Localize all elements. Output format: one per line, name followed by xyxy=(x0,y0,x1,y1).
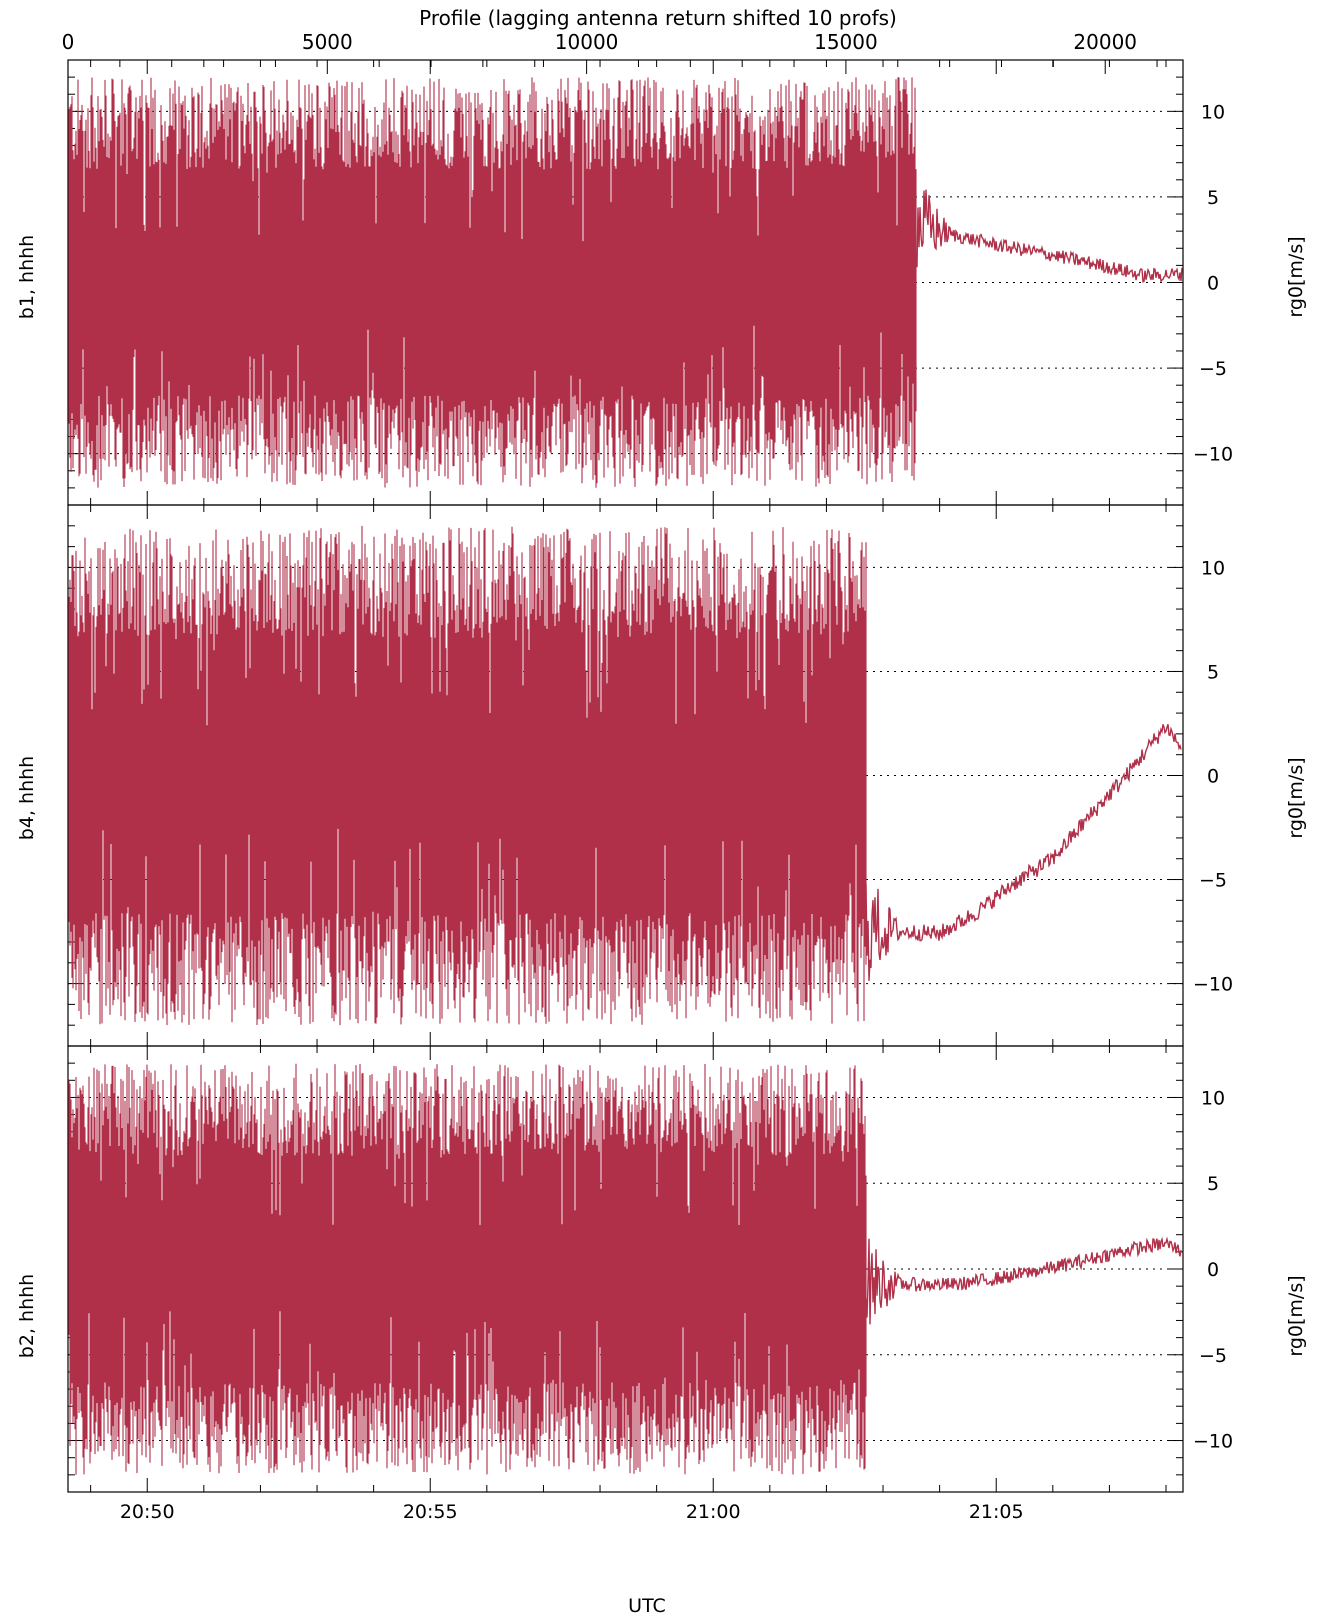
y-tick-label: 5 xyxy=(1207,187,1219,209)
panel-label-b1: b1, hhhh xyxy=(16,235,38,319)
series-trend xyxy=(916,189,1183,283)
series-noise xyxy=(68,77,917,488)
x-tick-label: 20:55 xyxy=(403,1501,458,1523)
top-axis-tick-label: 20000 xyxy=(1073,30,1137,54)
x-tick-label: 21:05 xyxy=(969,1501,1024,1523)
y-tick-label: 0 xyxy=(1207,273,1219,295)
y-tick-label: −5 xyxy=(1199,870,1227,892)
y-axis-label-right-2: rg0[m/s] xyxy=(1285,757,1307,838)
top-axis-tick-label: 15000 xyxy=(814,30,878,54)
y-tick-label: 0 xyxy=(1207,1259,1219,1281)
y-tick-label: 10 xyxy=(1201,557,1225,579)
y-tick-label: −10 xyxy=(1193,974,1233,996)
y-tick-label: 5 xyxy=(1207,661,1219,683)
y-tick-label: −10 xyxy=(1193,1431,1233,1453)
y-tick-label: 10 xyxy=(1201,101,1225,123)
panel-label-b2: b2, hhhh xyxy=(16,1274,38,1358)
top-axis-tick-label: 0 xyxy=(62,30,75,54)
y-tick-label: −5 xyxy=(1199,358,1227,380)
x-axis-label: UTC xyxy=(628,1595,666,1617)
y-tick-label: 0 xyxy=(1207,766,1219,788)
x-tick-label: 21:00 xyxy=(686,1501,741,1523)
y-tick-label: 5 xyxy=(1207,1173,1219,1195)
series-trend xyxy=(865,1236,1182,1325)
y-tick-label: 10 xyxy=(1201,1087,1225,1109)
y-axis-label-right-3: rg0[m/s] xyxy=(1285,1275,1307,1356)
panel-label-b4: b4, hhhh xyxy=(16,756,38,840)
series-noise xyxy=(68,525,867,1026)
top-axis-tick-label: 10000 xyxy=(555,30,619,54)
plot-area: 10 5 0 −5 −10 10 5 0 −5 −10 10 5 0 −5 −10 0 5000 10000 150… xyxy=(62,30,1233,1523)
top-axis-label: Profile (lagging antenna return shifted … xyxy=(419,6,897,30)
series-trend xyxy=(865,723,1182,981)
series-noise xyxy=(68,1063,867,1475)
y-tick-label: −10 xyxy=(1193,444,1233,466)
y-tick-label: −5 xyxy=(1199,1345,1227,1367)
x-tick-label: 20:50 xyxy=(120,1501,175,1523)
y-axis-label-right-1: rg0[m/s] xyxy=(1285,236,1307,317)
top-axis-tick-label: 5000 xyxy=(302,30,353,54)
